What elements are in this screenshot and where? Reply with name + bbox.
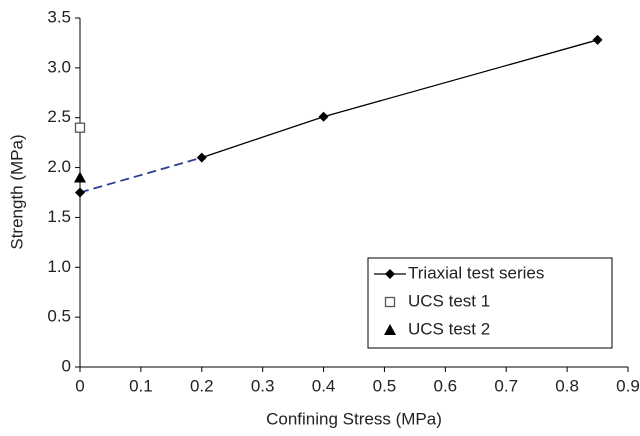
line-segment <box>201 116 324 159</box>
x-tick-label: 0.8 <box>555 376 579 395</box>
y-tick-label: 2.0 <box>47 157 71 176</box>
y-tick-label: 0 <box>62 356 71 375</box>
x-tick-label: 0.4 <box>312 376 336 395</box>
legend-label: UCS test 2 <box>408 319 490 338</box>
y-tick-label: 0.5 <box>47 307 71 326</box>
x-tick-label: 0.5 <box>373 376 397 395</box>
y-tick-label: 1.5 <box>47 207 71 226</box>
triangle-marker <box>384 324 396 335</box>
legend-label: Triaxial test series <box>408 263 544 282</box>
line-segment <box>323 39 598 118</box>
triangle-marker <box>74 171 86 183</box>
dashed-segment <box>79 156 203 194</box>
diamond-marker <box>318 111 329 122</box>
x-tick-label: 0.1 <box>129 376 153 395</box>
y-tick-label: 1.0 <box>47 257 71 276</box>
diamond-marker <box>75 187 85 198</box>
square-marker <box>384 296 396 308</box>
x-tick-label: 0 <box>75 376 84 395</box>
x-tick-label: 0.7 <box>494 376 518 395</box>
x-tick-label: 0.6 <box>434 376 458 395</box>
x-tick-label: 0.3 <box>251 376 275 395</box>
diamond-marker <box>385 269 395 279</box>
legend-label: UCS test 1 <box>408 291 490 310</box>
y-tick-label: 3.5 <box>47 7 71 26</box>
x-tick-label: 0.2 <box>190 376 214 395</box>
square-marker <box>74 122 86 133</box>
legend-box <box>367 257 613 349</box>
x-axis-label: Confining Stress (MPa) <box>266 409 442 428</box>
y-tick-label: 3.0 <box>47 57 71 76</box>
y-axis-label: Strength (MPa) <box>7 134 26 249</box>
diamond-marker <box>592 34 603 45</box>
y-tick-label: 2.5 <box>47 107 71 126</box>
diamond-marker <box>196 152 207 163</box>
x-tick-label: 0.9 <box>616 376 640 395</box>
